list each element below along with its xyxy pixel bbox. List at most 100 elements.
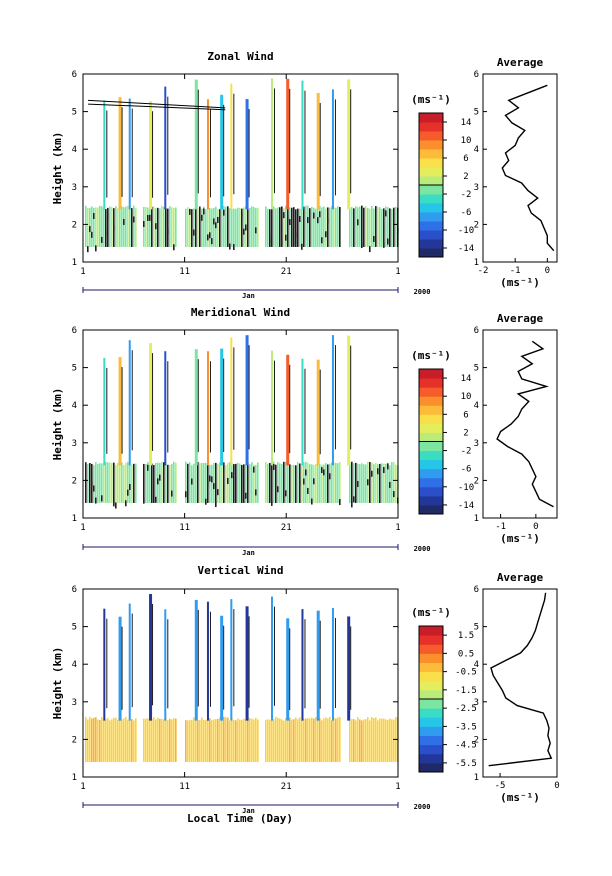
panel-frame xyxy=(82,588,399,778)
average-x-label: (ms⁻¹) xyxy=(500,532,540,545)
y-tick-label: 6 xyxy=(72,70,77,80)
y-tick-label: 5 xyxy=(72,364,77,374)
average-frame xyxy=(482,588,558,778)
colorbar-swatch xyxy=(419,635,443,645)
panel-title: Zonal Wind xyxy=(207,50,273,63)
colorbar-tick-label: -10 xyxy=(458,483,474,493)
panel-title: Vertical Wind xyxy=(197,564,283,577)
x-tick-label: 1 xyxy=(395,523,400,533)
colorbar-tick-label: 10 xyxy=(461,136,472,146)
colorbar-swatch xyxy=(419,369,443,379)
colorbar-swatch xyxy=(419,486,443,497)
colorbar-swatch xyxy=(419,212,443,222)
y-tick-label: 3 xyxy=(72,183,77,193)
colorbar-swatch xyxy=(419,113,443,123)
panel-frame xyxy=(82,73,399,263)
colorbar-tick-label: -14 xyxy=(458,501,474,511)
average-x-tick-label: 0 xyxy=(533,522,538,532)
colorbar-swatch xyxy=(419,176,443,186)
average-y-tick-label: 6 xyxy=(474,70,479,80)
colorbar-swatch xyxy=(419,671,443,682)
colorbar-unit: (ms⁻¹) xyxy=(411,93,451,106)
y-axis-label: Height (km) xyxy=(51,647,64,720)
colorbar-swatch xyxy=(419,735,443,746)
colorbar-tick-label: 14 xyxy=(461,374,472,384)
colorbar-unit: (ms⁻¹) xyxy=(411,606,451,619)
average-frame xyxy=(482,73,558,263)
y-tick-label: 1 xyxy=(72,773,77,783)
colorbar-swatch xyxy=(419,680,443,691)
average-y-tick-label: 1 xyxy=(474,258,479,268)
colorbar-tick-label: -6 xyxy=(461,208,472,218)
colorbar-swatch xyxy=(419,459,443,470)
colorbar-swatch xyxy=(419,717,443,727)
y-tick-label: 3 xyxy=(72,439,77,449)
figure-xlabel: Local Time (Day) xyxy=(187,812,293,825)
colorbar-swatch xyxy=(419,387,443,397)
month-label: Jan xyxy=(242,292,255,300)
average-title: Average xyxy=(497,571,544,584)
y-axis-label: Height (km) xyxy=(51,132,64,205)
colorbar-tick-label: -1.5 xyxy=(455,686,477,696)
colorbar-swatch xyxy=(419,149,443,159)
year-label: 2000 xyxy=(414,545,431,553)
colorbar-swatch xyxy=(419,504,443,515)
colorbar-meridional: 14 10 6 2 -2 -6 -10 -14 (ms⁻¹) xyxy=(411,349,474,515)
x-tick-label: 11 xyxy=(179,523,190,533)
x-tick-label: 1 xyxy=(80,782,85,792)
average-y-tick-label: 2 xyxy=(474,476,479,486)
colorbar-swatch xyxy=(419,378,443,388)
x-tick-label: 1 xyxy=(80,523,85,533)
colorbar-tick-label: -5.5 xyxy=(455,759,477,769)
colorbar-tick-label: 0.5 xyxy=(458,649,474,659)
year-label: 2000 xyxy=(414,288,431,296)
average-y-tick-label: 2 xyxy=(474,220,479,230)
average-panel-zonal: Average 1 2 3 4 5 6 -2 -1 0 (ms⁻¹) xyxy=(474,56,558,289)
field-texture-zonal xyxy=(85,78,399,253)
x-tick-label: 21 xyxy=(281,782,292,792)
average-y-tick-label: 1 xyxy=(474,514,479,524)
average-x-tick-label: -1 xyxy=(495,522,506,532)
average-y-tick-label: 3 xyxy=(474,183,479,193)
average-y-tick-label: 2 xyxy=(474,735,479,745)
average-y-tick-label: 4 xyxy=(474,401,479,411)
y-tick-label: 2 xyxy=(72,220,77,230)
colorbar-tick-label: -6 xyxy=(461,465,472,475)
colorbar-swatch xyxy=(419,762,443,773)
average-x-tick-label: 0 xyxy=(554,781,559,791)
colorbar-tick-label: -0.5 xyxy=(455,668,477,678)
y-tick-label: 4 xyxy=(72,660,77,670)
average-y-tick-label: 4 xyxy=(474,660,479,670)
y-tick-label: 5 xyxy=(72,108,77,118)
average-y-tick-label: 5 xyxy=(474,623,479,633)
colorbar-swatch xyxy=(419,194,443,204)
colorbar-swatch xyxy=(419,450,443,461)
y-tick-label: 6 xyxy=(72,585,77,595)
average-profile-line xyxy=(501,84,555,252)
colorbar-swatch xyxy=(419,753,443,764)
field-texture-meridional xyxy=(85,335,399,509)
colorbar-swatch xyxy=(419,423,443,433)
colorbar-swatch xyxy=(419,405,443,415)
y-tick-label: 3 xyxy=(72,698,77,708)
colorbar-tick-label: -3.5 xyxy=(455,722,477,732)
colorbar-swatch xyxy=(419,158,443,168)
x-tick-label: 1 xyxy=(395,267,400,277)
y-tick-label: 4 xyxy=(72,401,77,411)
colorbar-swatch xyxy=(419,477,443,488)
y-tick-label: 6 xyxy=(72,326,77,336)
average-y-tick-label: 3 xyxy=(474,439,479,449)
x-tick-label: 11 xyxy=(179,782,190,792)
colorbar-swatch xyxy=(419,662,443,673)
x-tick-label: 1 xyxy=(395,782,400,792)
y-tick-label: 4 xyxy=(72,145,77,155)
average-panel-meridional: Average 1 2 3 4 5 6 -1 0(ms⁻¹) xyxy=(474,312,558,545)
y-axis-label: Height (km) xyxy=(51,388,64,461)
colorbar-swatch xyxy=(419,626,443,636)
average-y-tick-label: 5 xyxy=(474,364,479,374)
colorbar-tick-label: -2 xyxy=(461,190,472,200)
